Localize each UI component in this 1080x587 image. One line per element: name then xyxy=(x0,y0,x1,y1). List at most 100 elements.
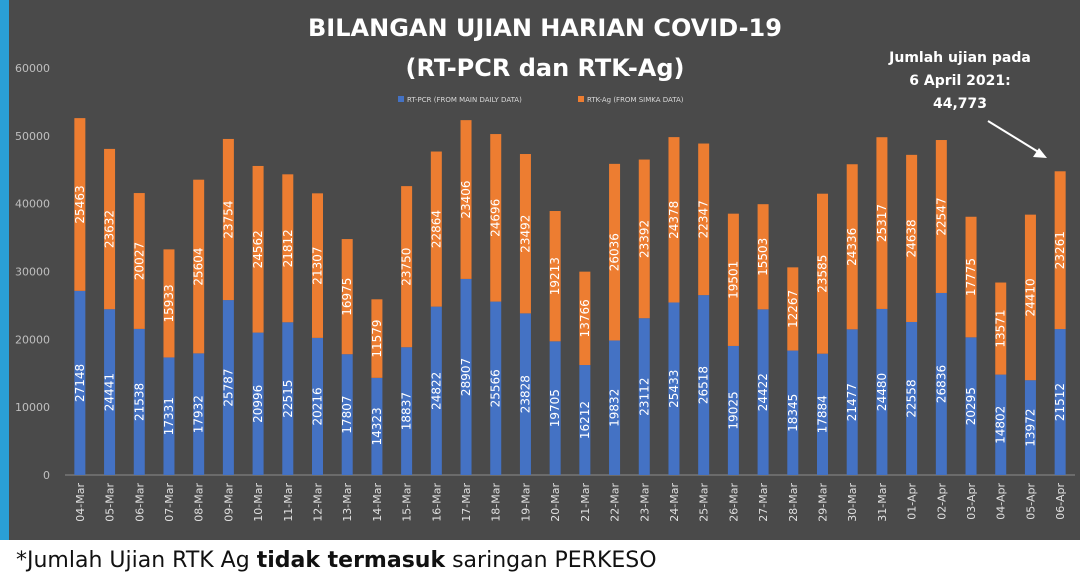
data-label-rt-pcr: 19705 xyxy=(548,389,562,427)
data-label-rtk-ag: 16975 xyxy=(340,278,354,316)
x-tick-label: 31-Mar xyxy=(876,483,889,522)
data-label-rt-pcr: 17884 xyxy=(816,395,830,433)
bars: 27148 25463 24441 23632 21538 20027 17331 15933… xyxy=(73,118,1067,475)
left-accent-bar xyxy=(0,0,9,540)
x-tick-label: 20-Mar xyxy=(549,483,562,522)
y-tick-label: 60000 xyxy=(15,62,50,75)
data-label-rt-pcr: 22558 xyxy=(905,379,919,417)
data-label-rtk-ag: 20027 xyxy=(132,242,146,280)
data-label-rtk-ag: 24336 xyxy=(845,228,859,266)
x-tick-label: 24-Mar xyxy=(668,483,681,522)
bar-rtk-ag xyxy=(965,216,977,338)
data-label-rt-pcr: 24480 xyxy=(875,373,889,411)
bar-rtk-ag xyxy=(104,148,116,310)
x-tick-label: 17-Mar xyxy=(460,483,473,522)
legend-swatch-rt-pcr xyxy=(398,96,404,102)
data-label-rt-pcr: 24822 xyxy=(429,372,443,410)
data-label-rt-pcr: 25433 xyxy=(667,370,681,408)
data-label-rtk-ag: 25604 xyxy=(192,247,206,285)
bar-rtk-ag xyxy=(371,299,383,378)
x-tick-label: 22-Mar xyxy=(609,483,622,522)
legend: RT-PCR (FROM MAIN DAILY DATA) RTK-Ag (FR… xyxy=(398,96,684,104)
legend-swatch-rtk-ag xyxy=(578,96,584,102)
x-tick-label: 25-Mar xyxy=(698,483,711,522)
y-tick-label: 0 xyxy=(43,469,50,482)
x-tick-label: 13-Mar xyxy=(341,483,354,522)
bar-rtk-ag xyxy=(252,165,264,333)
annotation-arrow-head xyxy=(1033,148,1047,158)
bar-rtk-ag xyxy=(1054,171,1066,330)
x-tick-label: 09-Mar xyxy=(222,483,235,522)
data-label-rt-pcr: 28907 xyxy=(459,358,473,396)
y-tick-label: 10000 xyxy=(15,401,50,414)
bar-rtk-ag xyxy=(935,140,947,293)
data-label-rtk-ag: 22547 xyxy=(934,197,948,235)
footnote-prefix: *Jumlah Ujian RTK Ag xyxy=(16,548,257,573)
data-label-rt-pcr: 22515 xyxy=(281,380,295,418)
data-label-rt-pcr: 14323 xyxy=(370,407,384,445)
bar-rt-pcr xyxy=(460,278,472,475)
data-label-rt-pcr: 14802 xyxy=(994,406,1008,444)
annotation-line-1: Jumlah ujian pada xyxy=(888,50,1031,66)
data-label-rtk-ag: 13766 xyxy=(578,299,592,337)
bar-rtk-ag xyxy=(579,271,591,366)
data-label-rt-pcr: 26518 xyxy=(697,366,711,404)
y-tick-label: 20000 xyxy=(15,333,50,346)
data-label-rt-pcr: 21512 xyxy=(1053,383,1067,421)
bar-rt-pcr xyxy=(995,374,1007,475)
x-tick-label: 10-Mar xyxy=(252,483,265,522)
footnote-bold: tidak termasuk xyxy=(256,548,446,573)
data-label-rt-pcr: 24422 xyxy=(756,373,770,411)
x-tick-label: 04-Apr xyxy=(995,483,1008,520)
data-label-rtk-ag: 23754 xyxy=(221,200,235,238)
bar-rt-pcr xyxy=(549,341,561,475)
bar-rtk-ag xyxy=(163,249,175,358)
data-label-rt-pcr: 17807 xyxy=(340,396,354,434)
bar-rt-pcr xyxy=(430,306,442,475)
data-label-rt-pcr: 23828 xyxy=(518,375,532,413)
x-tick-label: 03-Apr xyxy=(965,483,978,520)
bar-rt-pcr xyxy=(371,377,383,475)
bar-rtk-ag xyxy=(549,211,561,342)
x-tick-label: 30-Mar xyxy=(846,483,859,522)
data-label-rtk-ag: 24378 xyxy=(667,201,681,239)
data-label-rtk-ag: 19501 xyxy=(726,261,740,299)
annotation-arrow-line xyxy=(987,120,1041,154)
bar-rt-pcr xyxy=(1054,329,1066,475)
data-label-rtk-ag: 12267 xyxy=(786,290,800,328)
x-tick-label: 06-Apr xyxy=(1054,483,1067,520)
data-label-rtk-ag: 19213 xyxy=(548,257,562,295)
bar-rtk-ag xyxy=(727,213,739,346)
bar-rtk-ag xyxy=(490,134,502,302)
data-label-rt-pcr: 26836 xyxy=(934,365,948,403)
x-tick-label: 16-Mar xyxy=(430,483,443,522)
data-label-rt-pcr: 21477 xyxy=(845,383,859,421)
data-label-rtk-ag: 22347 xyxy=(697,200,711,238)
bar-rt-pcr xyxy=(282,322,294,475)
x-tick-label: 01-Apr xyxy=(906,483,919,520)
bar-rtk-ag xyxy=(995,282,1007,375)
data-label-rtk-ag: 25317 xyxy=(875,204,889,242)
y-tick-label: 50000 xyxy=(15,130,50,143)
bar-rtk-ag xyxy=(817,193,828,354)
bar-rt-pcr xyxy=(104,309,116,475)
data-label-rtk-ag: 15933 xyxy=(162,284,176,322)
x-tick-label: 08-Mar xyxy=(193,483,206,522)
bar-rtk-ag xyxy=(133,193,145,329)
data-label-rtk-ag: 11579 xyxy=(370,319,384,357)
bar-rtk-ag xyxy=(846,164,858,330)
bar-rtk-ag xyxy=(638,159,650,319)
bar-rt-pcr xyxy=(519,313,531,475)
data-label-rtk-ag: 21812 xyxy=(281,229,295,267)
legend-label-rt-pcr: RT-PCR (FROM MAIN DAILY DATA) xyxy=(407,96,522,104)
bar-rt-pcr xyxy=(846,329,858,475)
data-label-rt-pcr: 21538 xyxy=(132,383,146,421)
bar-rtk-ag xyxy=(1024,214,1036,381)
x-tick-label: 15-Mar xyxy=(401,483,414,522)
data-label-rtk-ag: 24562 xyxy=(251,230,265,268)
bar-rtk-ag xyxy=(312,193,323,338)
x-tick-label: 19-Mar xyxy=(519,483,532,522)
bar-rt-pcr xyxy=(698,295,710,475)
data-label-rtk-ag: 26036 xyxy=(608,233,622,271)
bar-rt-pcr xyxy=(579,365,591,475)
